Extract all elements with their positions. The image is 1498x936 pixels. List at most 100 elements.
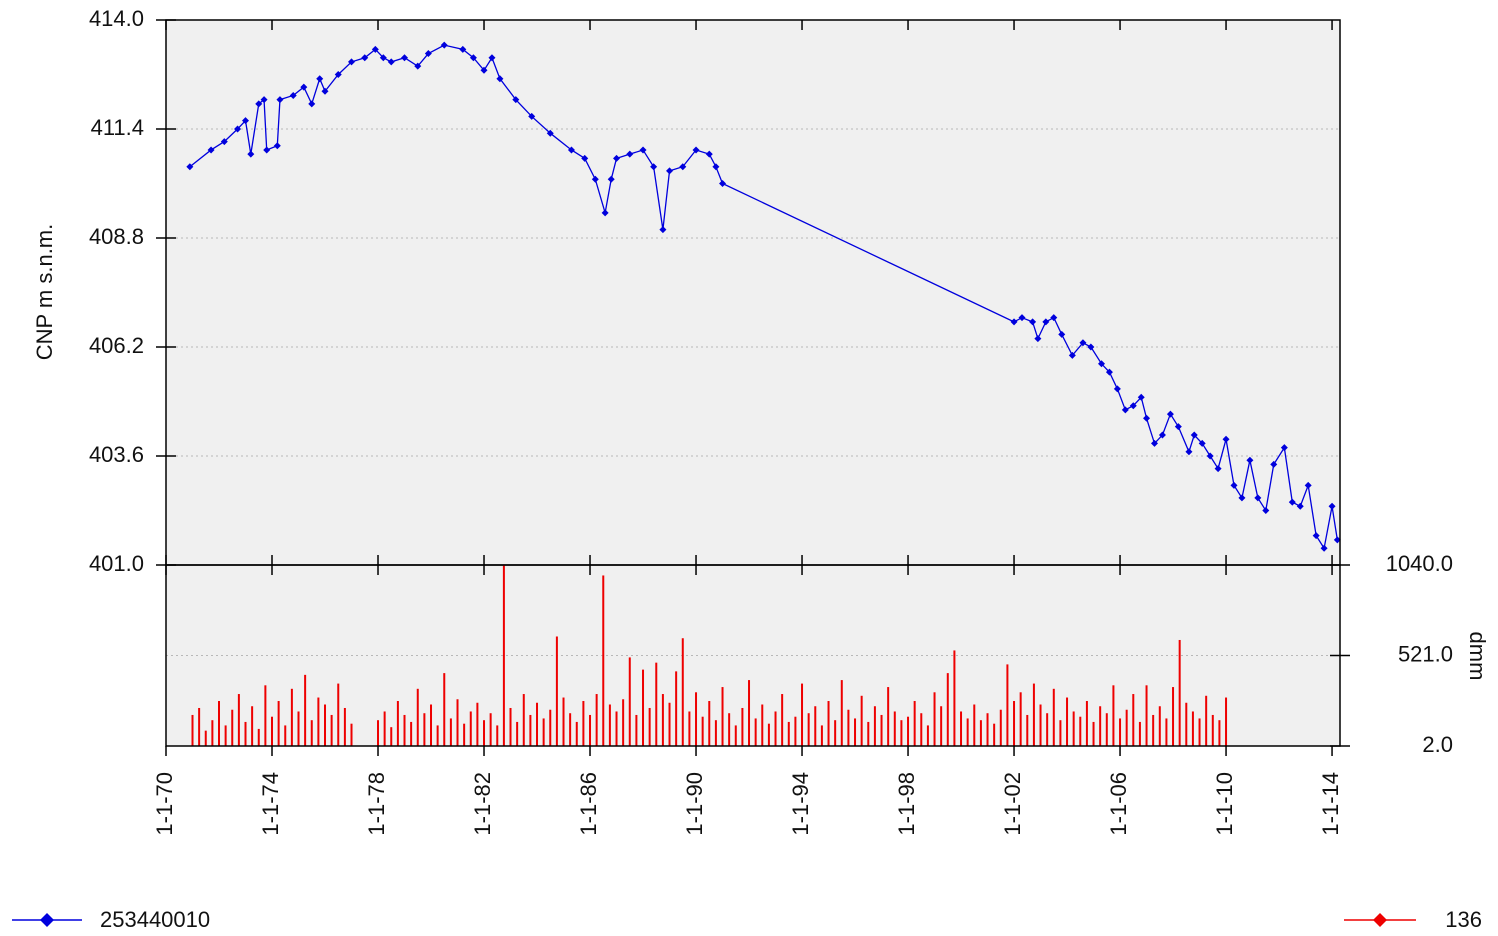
data-point	[424, 50, 432, 58]
bar	[840, 680, 843, 746]
data-point	[639, 146, 647, 154]
y2-axis-label: dmm	[1465, 632, 1490, 681]
data-point	[1296, 502, 1304, 510]
data-point	[650, 163, 658, 171]
data-point	[1254, 494, 1262, 502]
bar	[390, 727, 393, 746]
bar	[489, 713, 492, 746]
legend-marker	[40, 913, 54, 927]
legend-label: 253440010	[100, 907, 210, 932]
bar	[456, 699, 459, 746]
bar	[231, 709, 234, 746]
x-tick-label: 1-1-70	[152, 772, 177, 836]
bar	[1066, 697, 1069, 746]
bar	[940, 706, 943, 746]
bar	[290, 688, 293, 746]
bar	[218, 701, 221, 746]
data-point	[607, 175, 615, 183]
bar	[244, 721, 247, 746]
data-point	[1097, 360, 1105, 368]
bar	[1006, 664, 1009, 746]
bar	[608, 704, 611, 746]
bar	[430, 704, 433, 746]
data-point	[1010, 318, 1018, 326]
data-point	[220, 138, 228, 146]
bar	[1132, 694, 1135, 746]
bar	[1158, 706, 1161, 746]
bar	[1125, 709, 1128, 746]
bar	[960, 711, 963, 746]
data-point	[348, 58, 356, 66]
data-point	[613, 154, 621, 162]
bar	[410, 721, 413, 746]
bar	[1085, 701, 1088, 746]
x-tick-label: 1-1-82	[470, 772, 495, 836]
bar	[973, 704, 976, 746]
bar	[224, 725, 227, 746]
bar	[502, 565, 505, 746]
bar	[900, 720, 903, 746]
data-point	[440, 41, 448, 49]
data-point	[1312, 532, 1320, 540]
bar	[1172, 687, 1175, 746]
bar	[516, 721, 519, 746]
bar	[310, 720, 313, 746]
bar	[880, 714, 883, 746]
data-point	[626, 150, 634, 158]
bar	[1145, 685, 1148, 746]
bar	[1191, 711, 1194, 746]
bar	[1026, 714, 1029, 746]
bar	[721, 687, 724, 746]
data-point	[1230, 481, 1238, 489]
bar	[820, 725, 823, 746]
bar	[926, 725, 929, 746]
data-point	[316, 75, 324, 83]
data-point	[1198, 439, 1206, 447]
bar	[423, 713, 426, 746]
bar	[1052, 688, 1055, 746]
bar	[794, 716, 797, 746]
bar	[1039, 704, 1042, 746]
bar	[1225, 697, 1228, 746]
bar	[661, 694, 664, 746]
bar	[648, 707, 651, 746]
bar	[675, 671, 678, 746]
bar	[575, 721, 578, 746]
bar	[1099, 706, 1102, 746]
bar	[741, 707, 744, 746]
bar	[887, 687, 890, 746]
bar	[1138, 721, 1141, 746]
bar	[549, 709, 552, 746]
data-point	[207, 146, 215, 154]
plot-frame	[165, 564, 1341, 747]
bar	[860, 695, 863, 746]
data-point	[276, 96, 284, 104]
bar	[913, 701, 916, 746]
bar	[767, 723, 770, 746]
bar	[1165, 718, 1168, 746]
data-point	[1262, 507, 1270, 514]
bar	[708, 701, 711, 746]
bar	[1211, 714, 1214, 746]
data-point	[1288, 498, 1296, 506]
data-point	[263, 146, 271, 154]
data-point	[289, 91, 297, 99]
x-tick-label: 1-1-86	[576, 772, 601, 836]
data-point	[512, 96, 520, 104]
bar	[1198, 718, 1201, 746]
bar	[1152, 714, 1155, 746]
data-point	[1320, 544, 1328, 552]
bar	[668, 702, 671, 746]
data-point	[601, 209, 609, 217]
bar	[1013, 701, 1016, 746]
data-point	[1166, 410, 1174, 418]
bar	[1205, 695, 1208, 746]
data-point	[1050, 314, 1058, 322]
bar	[277, 701, 280, 746]
y2-tick-label: 2.0	[1422, 732, 1453, 757]
bar	[536, 702, 539, 746]
bar	[383, 711, 386, 746]
bar	[562, 697, 565, 746]
bar	[350, 723, 353, 746]
bar	[595, 694, 598, 746]
